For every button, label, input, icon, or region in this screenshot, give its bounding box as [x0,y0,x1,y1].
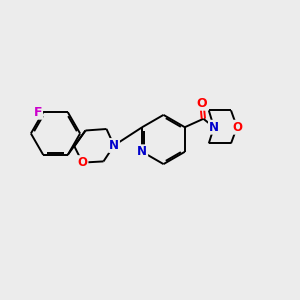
Text: O: O [196,97,207,110]
Text: O: O [232,121,242,134]
Text: N: N [209,121,219,134]
Text: N: N [137,145,147,158]
Text: O: O [77,156,88,169]
Text: F: F [34,106,42,119]
Text: N: N [109,139,119,152]
